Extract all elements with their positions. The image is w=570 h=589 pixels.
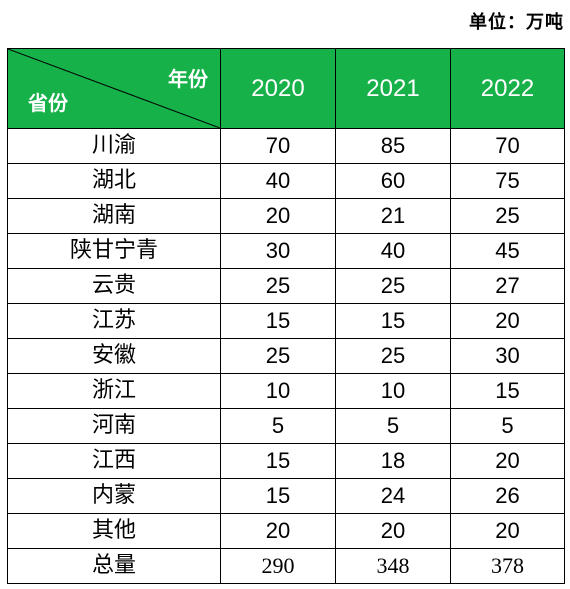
total-row: 总量 290 348 378 <box>7 548 565 584</box>
total-value-cell: 378 <box>450 548 565 584</box>
value-cell: 75 <box>450 163 565 199</box>
value-cell: 15 <box>335 303 451 339</box>
province-cell: 其他 <box>7 513 221 549</box>
table-row: 安徽 25 25 30 <box>7 338 565 374</box>
province-cell: 湖南 <box>7 198 221 234</box>
table-row: 陕甘宁青 30 40 45 <box>7 233 565 269</box>
value-cell: 15 <box>450 373 565 409</box>
table-row: 浙江 10 10 15 <box>7 373 565 409</box>
value-cell: 20 <box>450 443 565 479</box>
value-cell: 25 <box>335 338 451 374</box>
total-value-cell: 348 <box>335 548 451 584</box>
value-cell: 5 <box>335 408 451 444</box>
value-cell: 15 <box>220 443 336 479</box>
value-cell: 25 <box>220 268 336 304</box>
value-cell: 18 <box>335 443 451 479</box>
table-row: 内蒙 15 24 26 <box>7 478 565 514</box>
table-row: 湖南 20 21 25 <box>7 198 565 234</box>
value-cell: 70 <box>450 128 565 164</box>
province-cell: 安徽 <box>7 338 221 374</box>
province-cell: 云贵 <box>7 268 221 304</box>
value-cell: 5 <box>450 408 565 444</box>
value-cell: 10 <box>335 373 451 409</box>
value-cell: 85 <box>335 128 451 164</box>
table-row: 川渝 70 85 70 <box>7 128 565 164</box>
header-row: 年份 省份 2020 2021 2022 <box>7 48 565 129</box>
table-row: 河南 5 5 5 <box>7 408 565 444</box>
value-cell: 30 <box>450 338 565 374</box>
table-row: 湖北 40 60 75 <box>7 163 565 199</box>
province-cell: 内蒙 <box>7 478 221 514</box>
corner-header-cell: 年份 省份 <box>7 48 221 129</box>
total-label-cell: 总量 <box>7 548 221 584</box>
province-cell: 陕甘宁青 <box>7 233 221 269</box>
value-cell: 21 <box>335 198 451 234</box>
value-cell: 20 <box>220 513 336 549</box>
value-cell: 10 <box>220 373 336 409</box>
value-cell: 27 <box>450 268 565 304</box>
province-cell: 河南 <box>7 408 221 444</box>
table-row: 云贵 25 25 27 <box>7 268 565 304</box>
table-row: 其他 20 20 20 <box>7 513 565 549</box>
value-cell: 5 <box>220 408 336 444</box>
value-cell: 25 <box>450 198 565 234</box>
province-cell: 川渝 <box>7 128 221 164</box>
province-cell: 浙江 <box>7 373 221 409</box>
value-cell: 20 <box>450 303 565 339</box>
table-row: 江西 15 18 20 <box>7 443 565 479</box>
value-cell: 25 <box>335 268 451 304</box>
value-cell: 20 <box>335 513 451 549</box>
province-cell: 湖北 <box>7 163 221 199</box>
year-axis-label: 年份 <box>168 67 208 91</box>
value-cell: 15 <box>220 303 336 339</box>
table-row: 江苏 15 15 20 <box>7 303 565 339</box>
total-value-cell: 290 <box>220 548 336 584</box>
province-cell: 江西 <box>7 443 221 479</box>
unit-label: 单位：万吨 <box>469 12 564 33</box>
value-cell: 20 <box>220 198 336 234</box>
value-cell: 15 <box>220 478 336 514</box>
value-cell: 40 <box>335 233 451 269</box>
value-cell: 45 <box>450 233 565 269</box>
year-header-cell: 2020 <box>220 48 336 129</box>
data-table: 年份 省份 2020 2021 2022 川渝 70 85 70 湖北 40 6… <box>7 48 565 584</box>
value-cell: 20 <box>450 513 565 549</box>
value-cell: 40 <box>220 163 336 199</box>
value-cell: 24 <box>335 478 451 514</box>
year-header-cell: 2022 <box>450 48 565 129</box>
diagonal-divider <box>8 49 220 128</box>
value-cell: 25 <box>220 338 336 374</box>
year-header-cell: 2021 <box>335 48 451 129</box>
province-cell: 江苏 <box>7 303 221 339</box>
value-cell: 60 <box>335 163 451 199</box>
province-axis-label: 省份 <box>28 91 68 115</box>
value-cell: 30 <box>220 233 336 269</box>
value-cell: 70 <box>220 128 336 164</box>
value-cell: 26 <box>450 478 565 514</box>
